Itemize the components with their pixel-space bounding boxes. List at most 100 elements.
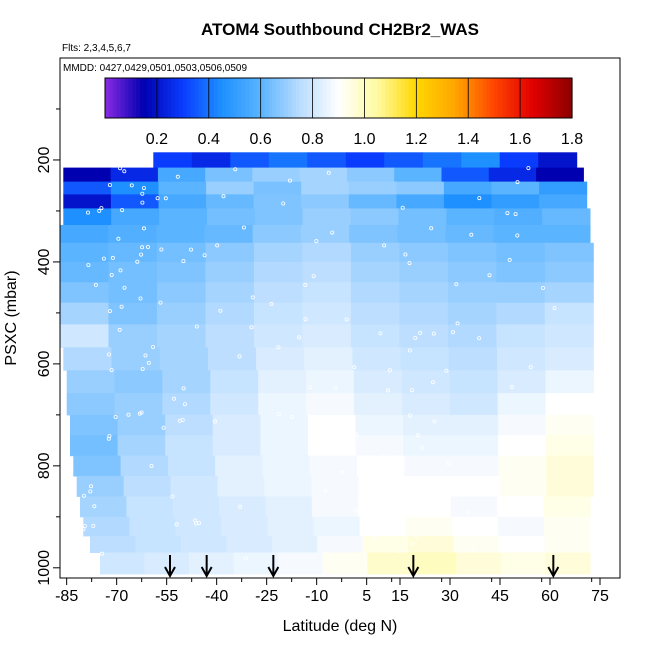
colorbar-segment [544,78,550,118]
heatmap-cell [253,261,303,283]
sample-point [330,230,335,235]
heatmap-cell [545,393,594,416]
sample-point [328,440,333,445]
sample-point [344,317,349,322]
colorbar-segment [237,78,242,118]
heatmap-cell [450,496,498,518]
colorbar-segment [280,78,285,118]
colorbar-segment [466,78,472,118]
heatmap-cell [267,516,315,537]
heatmap-cell [180,535,227,553]
heatmap-cell [399,302,449,325]
colorbar [104,77,573,119]
heatmap-cell [449,370,499,394]
heatmap-cell [302,208,352,226]
colorbar-segment [404,78,410,118]
heatmap-cell [219,496,266,518]
heatmap-cell [499,476,547,497]
heatmap-cell [175,516,223,537]
heatmap-cell [355,435,404,457]
sample-point [429,226,434,231]
sample-point [409,388,414,393]
heatmap-cell [73,455,122,477]
x-tick-label: -40 [205,588,228,605]
x-tick-label: 30 [441,588,459,605]
sample-point [120,208,125,213]
colorbar-segment [470,78,476,118]
heatmap-cell [253,324,303,348]
colorbar-segment [354,78,359,118]
sample-point [92,504,97,509]
colorbar-segment [509,78,515,118]
sample-point [141,186,146,191]
colorbar-segment [291,78,297,118]
colorbar-segment [252,78,258,118]
sample-point [188,247,193,252]
heatmap-cell [189,552,235,575]
sample-point [450,330,455,335]
sample-point [387,368,392,373]
heatmap-cell [256,347,305,371]
colorbar-segment [373,78,379,118]
heatmap-cell [126,496,174,518]
sample-point [323,488,328,493]
colorbar-segment [416,78,421,118]
sample-point [339,470,344,475]
colorbar-tick-label: 0.4 [198,131,220,148]
heatmap-cell [451,516,499,537]
colorbar-segment [400,78,406,118]
heatmap-cell [446,208,495,226]
sample-point [297,335,302,340]
heatmap-cell [302,302,352,325]
heatmap-cell [449,393,499,416]
heatmap-cell [157,302,206,325]
heatmap-cell [153,152,193,169]
heatmap-cell [352,347,402,371]
flight-arrow-head [547,566,560,579]
x-axis-label: Latitude (deg N) [283,618,398,635]
heatmap-cell [399,282,449,304]
heatmap-cell [60,324,109,348]
heatmap-cell [165,435,214,457]
heatmap-cell [162,370,211,394]
sample-point [385,388,390,393]
sample-point [101,256,106,261]
sample-point [432,419,437,424]
heatmap-cell [450,414,499,436]
heatmap-cell [159,208,208,226]
sample-point [135,259,140,264]
sample-point [118,268,123,273]
heatmap-cell [309,455,358,477]
heatmap-cell [70,414,119,436]
sample-point [455,321,460,326]
heatmap-cell [83,516,130,537]
heatmap-cell [157,324,206,348]
heatmap-cell [497,516,545,537]
colorbar-segment [319,78,324,118]
colorbar-segment [548,78,554,118]
sample-point [311,274,316,279]
colorbar-segment [256,78,262,118]
heatmap-cell [258,393,307,416]
sample-point [477,336,482,341]
heatmap-cell [205,242,255,263]
sample-point [118,166,123,171]
heatmap-cell [451,455,500,477]
heatmap-cell [448,347,498,371]
colorbar-segment [377,78,382,118]
sample-point [117,327,122,332]
heatmap-cell [461,152,501,169]
colorbar-tick-label: 0.8 [301,131,323,148]
heatmap-cell [100,552,145,575]
colorbar-segment [568,78,573,118]
heatmap-cell [111,208,160,226]
colorbar-segment [498,78,503,118]
heatmap-cell [253,282,303,304]
heatmap-cell [226,535,273,553]
sample-point [388,486,393,491]
sample-point [141,226,146,231]
sample-point [269,301,274,306]
sample-point [89,484,94,489]
colorbar-segment [245,78,250,118]
sample-point [507,257,512,262]
